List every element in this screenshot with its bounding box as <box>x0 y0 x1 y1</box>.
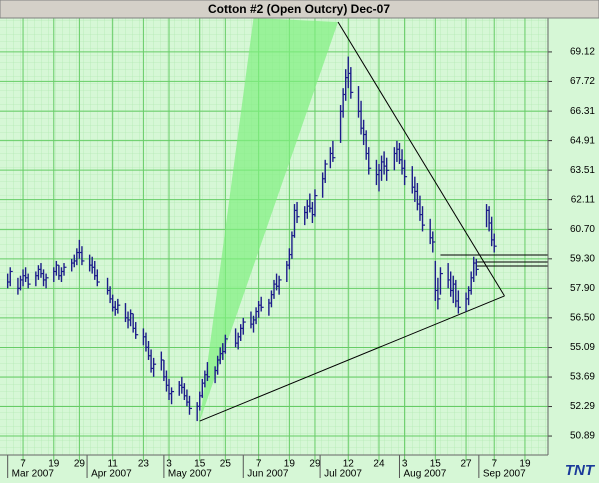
logo: TNT <box>565 462 596 479</box>
x-tick-label: 11 <box>107 459 118 470</box>
y-tick-label: 60.70 <box>570 224 595 235</box>
x-tick-label: 15 <box>430 459 442 470</box>
y-tick-label: 66.31 <box>570 106 595 117</box>
x-tick-label: 19 <box>519 459 531 470</box>
month-label: May 2007 <box>168 469 212 480</box>
fan-area <box>199 18 339 422</box>
x-tick-label: 15 <box>194 459 206 470</box>
y-tick-label: 52.29 <box>570 401 595 412</box>
month-label: Jun 2007 <box>247 469 289 480</box>
y-tick-label: 63.51 <box>570 165 595 176</box>
trend-line <box>337 21 505 297</box>
x-tick-label: 25 <box>220 459 232 470</box>
chart-title: Cotton #2 (Open Outcry) Dec-07 <box>208 2 390 16</box>
y-tick-label: 55.09 <box>570 342 595 353</box>
x-tick-label: 12 <box>343 459 355 470</box>
price-bars <box>6 56 497 422</box>
y-tick-label: 67.72 <box>570 76 595 87</box>
title-bar <box>0 0 599 19</box>
y-tick-label: 50.89 <box>570 431 595 442</box>
drawings <box>199 18 548 422</box>
y-tick-label: 59.30 <box>570 253 595 264</box>
x-tick-label: 7 <box>256 459 262 470</box>
x-tick-label: 7 <box>491 459 497 470</box>
y-tick-label: 56.50 <box>570 312 595 323</box>
x-tick-label: 29 <box>309 459 321 470</box>
month-label: Apr 2007 <box>91 469 132 480</box>
axes: 50.89 52.29 53.69 55.09 56.50 57.90 59.30 60.70… <box>7 47 596 480</box>
y-tick-label: 53.69 <box>570 372 595 383</box>
month-label: Jul 2007 <box>324 469 362 480</box>
x-tick-label: 24 <box>373 459 385 470</box>
x-tick-label: 29 <box>74 459 86 470</box>
month-label: Aug 2007 <box>403 469 446 480</box>
month-label: Mar 2007 <box>12 469 55 480</box>
x-tick-label: 19 <box>284 459 296 470</box>
x-tick-label: 23 <box>138 459 150 470</box>
x-tick-label: 19 <box>48 459 60 470</box>
y-tick-label: 62.11 <box>571 194 596 205</box>
y-tick-label: 64.91 <box>570 135 595 146</box>
x-tick-label: 3 <box>166 459 172 470</box>
trend-line <box>199 295 505 422</box>
x-tick-label: 7 <box>20 459 26 470</box>
y-tick-label: 57.90 <box>570 283 595 294</box>
y-tick-label: 69.12 <box>570 47 595 58</box>
month-label: Sep 2007 <box>483 469 526 480</box>
x-tick-label: 27 <box>460 459 472 470</box>
x-tick-label: 3 <box>402 459 408 470</box>
